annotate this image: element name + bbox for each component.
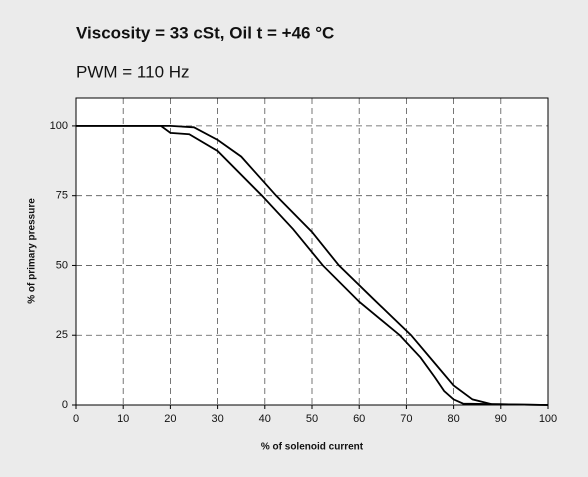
x-tick-label: 90 [495,413,507,425]
x-tick-label: 10 [117,413,129,425]
chart-title: Viscosity = 33 cSt, Oil t = +46 °C [76,23,334,42]
y-axis-label: % of primary pressure [27,198,38,304]
x-tick-label: 0 [73,413,79,425]
y-tick-label: 25 [56,329,68,341]
x-tick-label: 40 [259,413,271,425]
y-tick-label: 100 [50,120,68,132]
x-tick-label: 20 [164,413,176,425]
x-axis-label: % of solenoid current [261,442,364,453]
x-tick-label: 50 [306,413,318,425]
x-tick-label: 70 [400,413,412,425]
y-tick-label: 50 [56,259,68,271]
curve [76,125,549,406]
plot-border [75,97,549,406]
x-tick-label: 80 [447,413,459,425]
y-tick-label: 0 [62,399,68,411]
y-tick-label: 75 [56,190,68,202]
curve [76,125,549,406]
x-tick-label: 100 [539,413,557,425]
x-tick-label: 30 [211,413,223,425]
chart-subtitle: PWM = 110 Hz [76,62,190,81]
x-tick-label: 60 [353,413,365,425]
